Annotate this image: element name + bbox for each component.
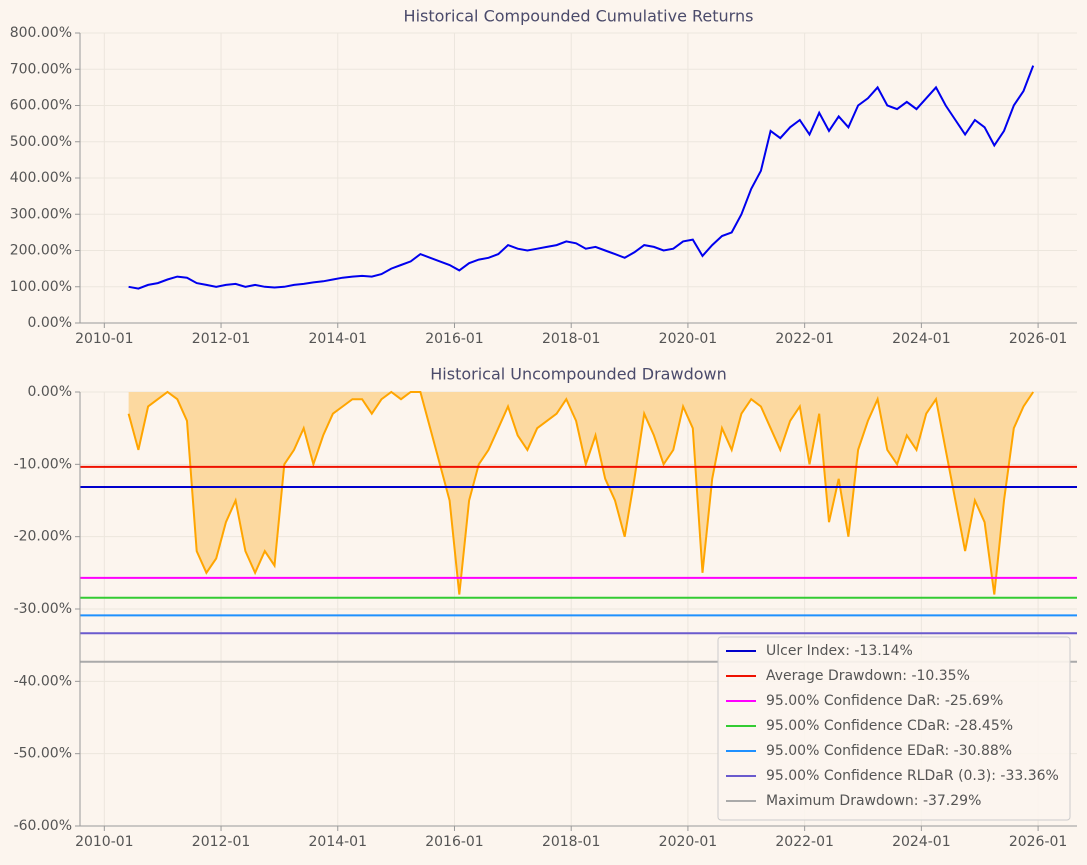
y-tick-label: 100.00% xyxy=(10,279,72,295)
y-tick-label: 600.00% xyxy=(10,98,72,114)
x-tick-label: 2026-01 xyxy=(1009,331,1068,347)
y-tick-label: 500.00% xyxy=(10,134,72,150)
x-tick-label: 2020-01 xyxy=(659,834,718,850)
legend-label: 95.00% Confidence EDaR: -30.88% xyxy=(766,743,1012,759)
x-tick-label: 2022-01 xyxy=(775,331,834,347)
legend-label: Ulcer Index: -13.14% xyxy=(766,643,913,659)
legend-label: 95.00% Confidence DaR: -25.69% xyxy=(766,693,1003,709)
legend: Ulcer Index: -13.14% Average Drawdown: -1… xyxy=(717,636,1071,821)
y-tick-label: 400.00% xyxy=(10,170,72,186)
y-tick-label: 0.00% xyxy=(28,384,72,400)
y-tick-label: -60.00% xyxy=(14,818,72,834)
x-tick-label: 2014-01 xyxy=(309,331,368,347)
y-tick-label: 700.00% xyxy=(10,61,72,77)
x-tick-label: 2018-01 xyxy=(542,834,601,850)
chart-title: Historical Uncompounded Drawdown xyxy=(430,365,726,384)
area-fill xyxy=(128,392,1034,595)
y-tick-label: -30.00% xyxy=(14,601,72,617)
x-tick-label: 2026-01 xyxy=(1009,834,1068,850)
legend-label: Maximum Drawdown: -37.29% xyxy=(766,793,981,809)
legend-label: Average Drawdown: -10.35% xyxy=(766,668,970,684)
x-tick-label: 2010-01 xyxy=(75,331,134,347)
x-tick-label: 2012-01 xyxy=(192,834,251,850)
y-tick-label: 200.00% xyxy=(10,243,72,259)
x-tick-label: 2018-01 xyxy=(542,331,601,347)
chart-title: Historical Compounded Cumulative Returns xyxy=(404,7,754,26)
y-tick-label: -20.00% xyxy=(14,529,72,545)
x-tick-label: 2024-01 xyxy=(892,331,951,347)
x-tick-label: 2016-01 xyxy=(425,331,484,347)
x-tick-label: 2024-01 xyxy=(892,834,951,850)
line xyxy=(127,390,1035,595)
x-tick-label: 2010-01 xyxy=(75,834,134,850)
legend-box xyxy=(717,636,1071,821)
y-tick-label: -10.00% xyxy=(14,456,72,472)
x-tick-label: 2014-01 xyxy=(309,834,368,850)
x-tick-label: 2016-01 xyxy=(425,834,484,850)
y-tick-label: 0.00% xyxy=(28,315,72,331)
y-tick-label: 800.00% xyxy=(10,25,72,41)
line xyxy=(128,65,1035,290)
x-tick-label: 2020-01 xyxy=(659,331,718,347)
x-tick-label: 2012-01 xyxy=(192,331,251,347)
y-tick-label: -40.00% xyxy=(14,673,72,689)
y-tick-label: -50.00% xyxy=(14,746,72,762)
x-tick-label: 2022-01 xyxy=(775,834,834,850)
y-tick-label: 300.00% xyxy=(10,206,72,222)
legend-label: 95.00% Confidence CDaR: -28.45% xyxy=(766,718,1013,734)
legend-label: 95.00% Confidence RLDaR (0.3): -33.36% xyxy=(766,768,1059,784)
